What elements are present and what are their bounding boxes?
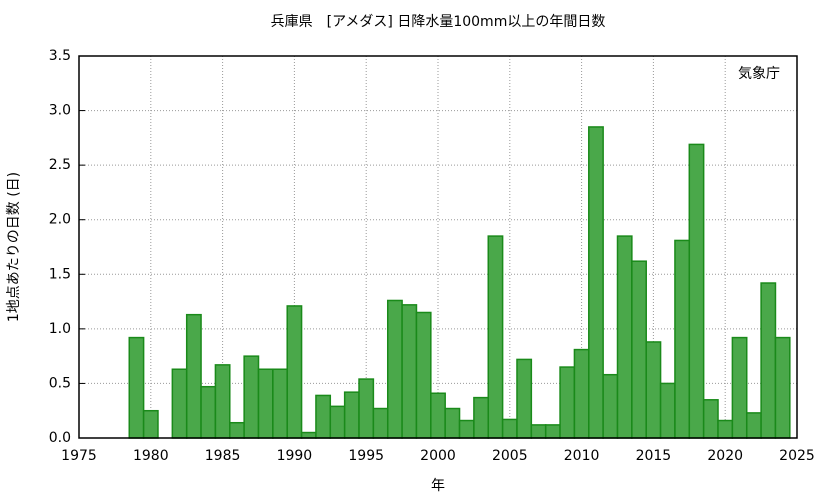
bar: [300, 431, 317, 439]
x-tick-label: 1995: [348, 448, 384, 464]
bar: [573, 348, 590, 439]
bar: [171, 368, 188, 439]
x-tick-label: 2025: [779, 448, 815, 464]
y-tick-label: 1.5: [49, 266, 71, 282]
bar: [257, 368, 274, 439]
bar: [272, 368, 288, 439]
bar: [659, 382, 676, 439]
bar: [200, 385, 217, 439]
x-tick-label: 1990: [277, 448, 313, 464]
bar: [430, 392, 446, 439]
plot-frame: [78, 55, 798, 439]
bar: [745, 412, 762, 439]
y-tick-label: 1.0: [49, 321, 71, 337]
bar: [386, 299, 403, 439]
bar: [458, 419, 475, 439]
bar: [717, 419, 734, 439]
bar: [343, 391, 360, 439]
bar: [645, 341, 662, 439]
bar: [315, 394, 332, 439]
x-tick-label: 1980: [133, 448, 169, 464]
bar: [760, 282, 777, 439]
x-tick-label: 2010: [564, 448, 600, 464]
bar: [487, 235, 504, 439]
bar: [286, 305, 303, 439]
bar: [329, 405, 346, 439]
bar: [774, 336, 791, 439]
y-tick-label: 2.0: [49, 212, 71, 228]
x-axis-label: 年: [431, 478, 445, 494]
bar: [616, 235, 633, 439]
bar: [544, 424, 561, 439]
bar: [243, 355, 260, 439]
bar: [358, 378, 375, 439]
y-axis-label: 1地点あたりの日数 (日): [6, 172, 22, 322]
bar: [530, 424, 547, 439]
x-tick-label: 2005: [492, 448, 528, 464]
bar: [372, 407, 389, 439]
y-tick-label: 3.0: [49, 103, 71, 119]
bar: [702, 399, 719, 439]
y-tick-label: 0.5: [49, 375, 71, 391]
x-tick-label: 1985: [205, 448, 241, 464]
bar: [588, 126, 604, 439]
bar: [674, 239, 691, 439]
x-tick-label: 2000: [420, 448, 456, 464]
x-tick-label: 2020: [707, 448, 743, 464]
y-tick-label: 2.5: [49, 157, 71, 173]
bar: [229, 421, 245, 439]
bar: [473, 396, 490, 439]
bar: [501, 418, 518, 439]
bar: [731, 336, 748, 439]
chart-title: 兵庫県 [アメダス] 日降水量100mm以上の年間日数: [271, 13, 606, 30]
bar: [444, 407, 461, 439]
bar: [516, 358, 533, 439]
bar: [631, 260, 647, 439]
bar: [128, 336, 145, 439]
annotation: 気象庁: [738, 66, 780, 82]
bar: [688, 143, 705, 439]
x-tick-label: 2015: [636, 448, 672, 464]
bar: [401, 304, 418, 439]
bar: [142, 409, 159, 439]
bar: [185, 313, 202, 439]
bar: [214, 364, 231, 439]
bar: [559, 366, 576, 439]
x-tick-label: 1975: [61, 448, 97, 464]
bar: [602, 373, 619, 439]
bar: [415, 311, 432, 439]
y-tick-label: 0.0: [49, 430, 71, 446]
y-tick-label: 3.5: [49, 48, 71, 64]
